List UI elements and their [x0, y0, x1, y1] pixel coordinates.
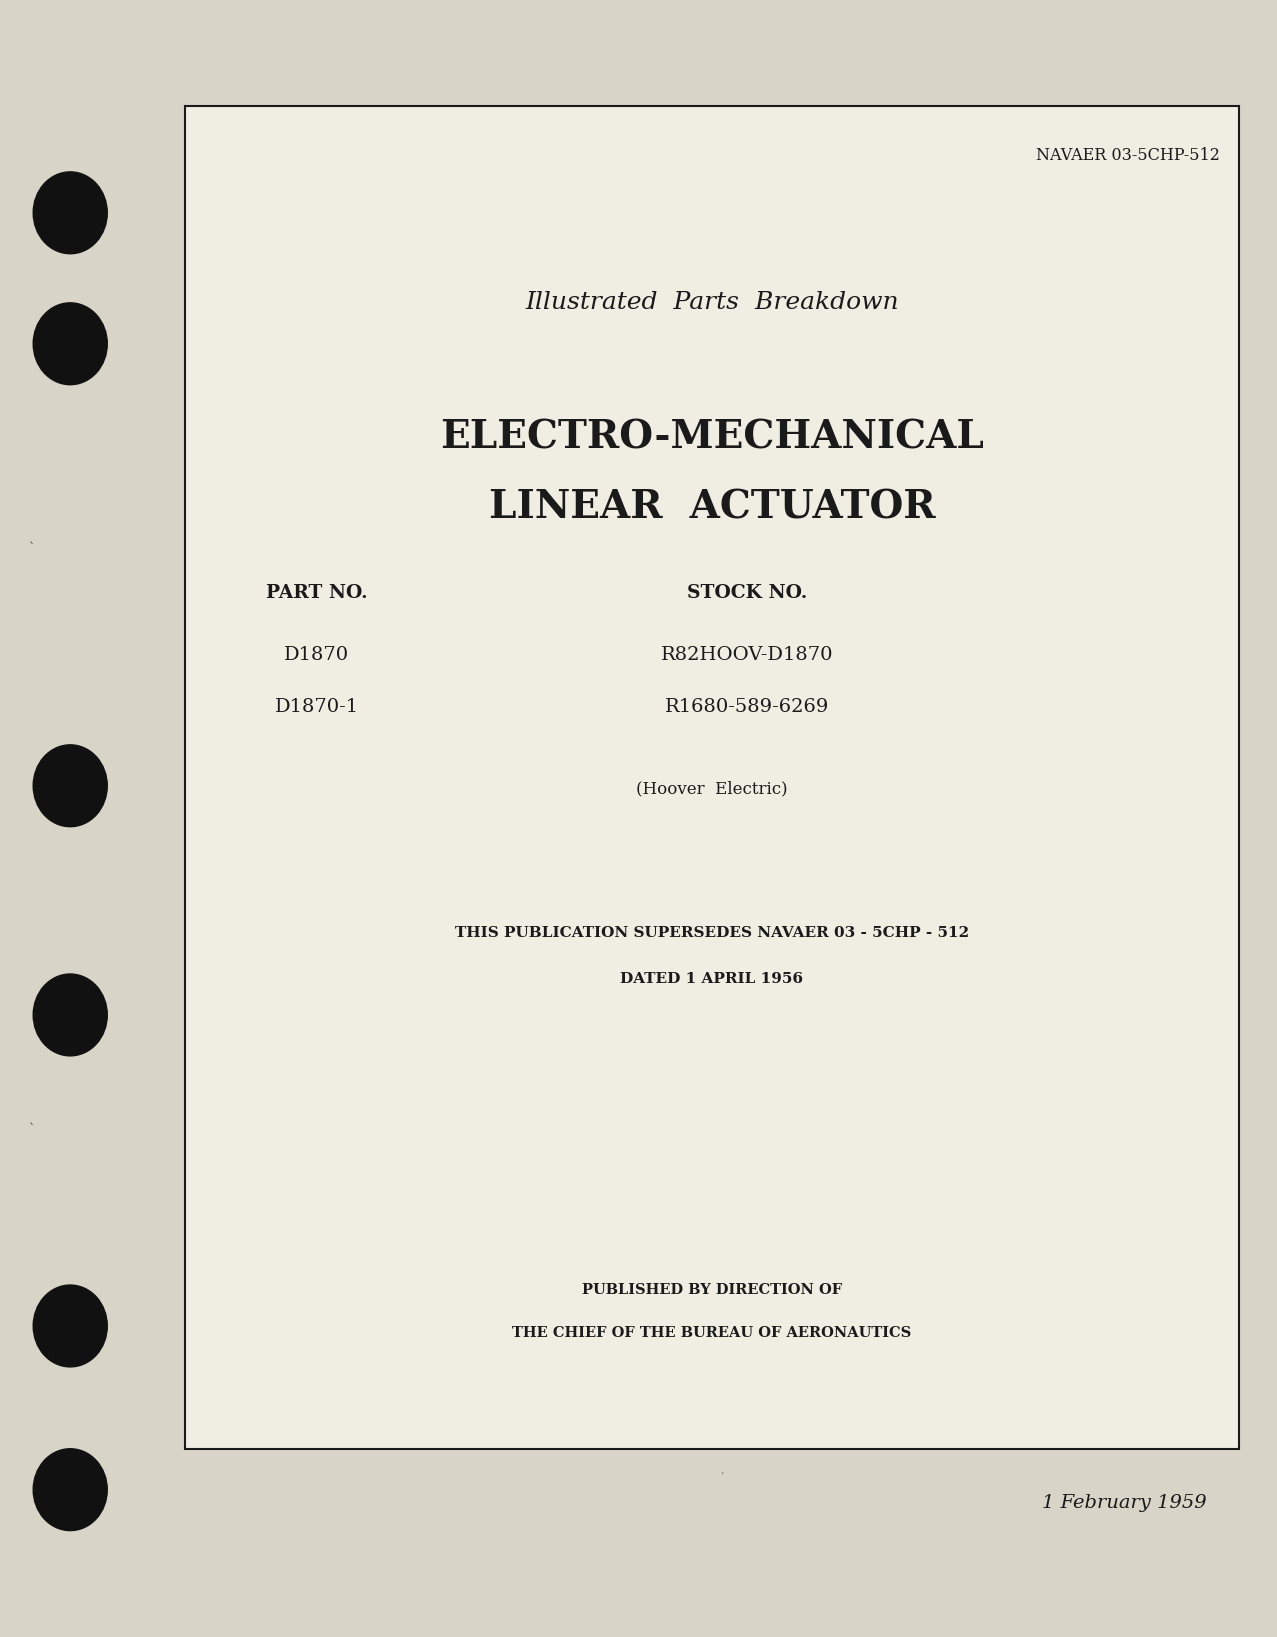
Text: (Hoover  Electric): (Hoover Electric): [636, 781, 788, 797]
Text: NAVAER 03-5CHP-512: NAVAER 03-5CHP-512: [1036, 147, 1220, 164]
Text: D1870: D1870: [285, 647, 349, 663]
Bar: [185, 106, 1239, 1449]
Text: PUBLISHED BY DIRECTION OF: PUBLISHED BY DIRECTION OF: [582, 1283, 842, 1297]
Ellipse shape: [33, 745, 107, 827]
Text: R1680-589-6269: R1680-589-6269: [665, 699, 829, 715]
Text: 1 February 1959: 1 February 1959: [1042, 1495, 1207, 1511]
Text: R82HOOV-D1870: R82HOOV-D1870: [660, 647, 834, 663]
Text: ELECTRO-MECHANICAL: ELECTRO-MECHANICAL: [441, 417, 983, 457]
Text: PART NO.: PART NO.: [266, 584, 368, 601]
Text: LINEAR  ACTUATOR: LINEAR ACTUATOR: [489, 488, 935, 527]
Ellipse shape: [33, 974, 107, 1056]
Text: D1870-1: D1870-1: [275, 699, 359, 715]
Ellipse shape: [33, 1449, 107, 1531]
Ellipse shape: [33, 303, 107, 385]
Ellipse shape: [33, 1285, 107, 1367]
Text: `: `: [29, 542, 34, 555]
Text: ’: ’: [720, 1472, 723, 1481]
Text: THE CHIEF OF THE BUREAU OF AERONAUTICS: THE CHIEF OF THE BUREAU OF AERONAUTICS: [512, 1326, 912, 1339]
Text: THIS PUBLICATION SUPERSEDES NAVAER 03 - 5CHP - 512: THIS PUBLICATION SUPERSEDES NAVAER 03 - …: [455, 927, 969, 940]
Text: DATED 1 APRIL 1956: DATED 1 APRIL 1956: [621, 972, 803, 985]
Ellipse shape: [33, 172, 107, 254]
Text: `: `: [29, 1123, 34, 1136]
Text: Illustrated  Parts  Breakdown: Illustrated Parts Breakdown: [525, 291, 899, 314]
Text: STOCK NO.: STOCK NO.: [687, 584, 807, 601]
